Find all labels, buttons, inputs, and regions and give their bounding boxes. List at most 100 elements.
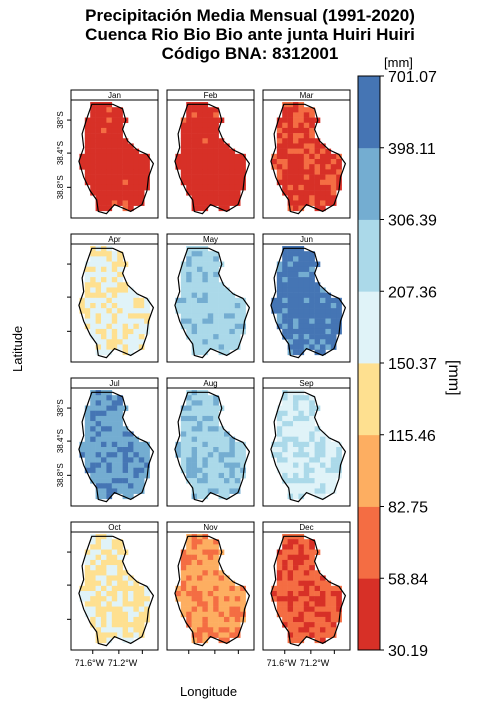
raster-cell — [197, 565, 203, 571]
raster-cell — [234, 591, 241, 597]
raster-cell — [320, 334, 326, 340]
raster-cell — [207, 539, 214, 545]
raster-cell — [106, 277, 113, 283]
raster-cell — [298, 426, 305, 432]
raster-cell — [298, 261, 305, 268]
panel-label: Oct — [108, 523, 121, 532]
raster-cell — [111, 308, 118, 314]
raster-cell — [298, 277, 305, 283]
raster-cell — [298, 441, 305, 448]
raster-cell — [320, 159, 326, 165]
raster-cell — [95, 627, 102, 633]
raster-cell — [293, 148, 299, 155]
raster-cell — [229, 472, 236, 479]
raster-cell — [84, 405, 91, 412]
raster-cell — [309, 559, 315, 566]
raster-cell — [293, 627, 299, 633]
raster-cell — [218, 169, 225, 175]
raster-cell — [298, 153, 305, 160]
raster-cell — [229, 580, 236, 587]
raster-cell — [207, 190, 214, 196]
raster-cell — [117, 421, 123, 427]
raster-cell — [202, 308, 209, 314]
raster-cell — [207, 303, 214, 309]
raster-cell — [213, 303, 219, 309]
raster-cell — [213, 554, 219, 561]
raster-cell — [128, 297, 134, 304]
raster-cell — [117, 472, 123, 479]
raster-cell — [293, 179, 299, 186]
raster-cell — [276, 559, 283, 566]
raster-cell — [287, 117, 294, 124]
raster-cell — [282, 601, 288, 607]
raster-cell — [325, 153, 332, 160]
raster-cell — [303, 271, 310, 278]
raster-cell — [287, 179, 294, 186]
raster-cell — [224, 585, 230, 592]
raster-cell — [133, 488, 140, 494]
raster-cell — [303, 544, 310, 550]
raster-cell — [234, 457, 241, 463]
raster-cell — [128, 591, 134, 597]
raster-cell — [213, 395, 219, 401]
raster-cell — [144, 308, 150, 314]
raster-cell — [90, 616, 96, 623]
raster-cell — [106, 467, 113, 474]
raster-cell — [111, 472, 118, 479]
raster-cell — [128, 452, 134, 458]
raster-cell — [117, 334, 123, 340]
raster-cell — [293, 580, 299, 587]
raster-cell — [197, 107, 203, 113]
raster-cell — [271, 159, 278, 165]
raster-cell — [293, 251, 299, 257]
raster-cell — [282, 122, 288, 129]
raster-cell — [271, 153, 278, 160]
raster-cell — [101, 570, 107, 576]
raster-cell — [229, 292, 236, 299]
raster-cell — [314, 169, 321, 175]
raster-cell — [229, 339, 236, 345]
raster-cell — [180, 410, 187, 417]
raster-cell — [133, 339, 140, 345]
raster-cell — [79, 452, 86, 458]
raster-cell — [336, 441, 342, 448]
colorbar-segment — [358, 434, 380, 507]
raster-cell — [95, 622, 102, 628]
raster-cell — [180, 580, 187, 587]
raster-cell — [330, 174, 337, 181]
raster-cell — [122, 457, 129, 463]
raster-cell — [207, 184, 214, 191]
raster-cell — [95, 554, 102, 561]
raster-cell — [133, 164, 140, 170]
raster-cell — [298, 622, 305, 628]
raster-cell — [133, 472, 140, 479]
raster-cell — [138, 622, 145, 628]
raster-cell — [293, 174, 299, 181]
raster-cell — [106, 627, 113, 633]
raster-cell — [106, 169, 113, 175]
raster-cell — [293, 303, 299, 309]
raster-cell — [138, 611, 145, 618]
raster-cell — [207, 122, 214, 129]
raster-cell — [117, 441, 123, 448]
raster-cell — [287, 580, 294, 587]
raster-cell — [197, 282, 203, 288]
raster-cell — [309, 585, 315, 592]
raster-cell — [298, 436, 305, 443]
raster-cell — [298, 344, 305, 350]
raster-cell — [282, 436, 288, 443]
raster-cell — [298, 462, 305, 469]
raster-cell — [138, 164, 145, 170]
raster-cell — [122, 452, 129, 458]
raster-cell — [95, 585, 102, 592]
raster-cell — [325, 632, 332, 638]
raster-cell — [213, 457, 219, 463]
raster-cell — [298, 559, 305, 566]
raster-cell — [325, 179, 332, 186]
raster-cell — [325, 148, 332, 155]
raster-cell — [218, 632, 225, 638]
raster-cell — [202, 426, 209, 432]
raster-cell — [314, 179, 321, 186]
raster-cell — [213, 472, 219, 479]
raster-cell — [207, 179, 214, 186]
